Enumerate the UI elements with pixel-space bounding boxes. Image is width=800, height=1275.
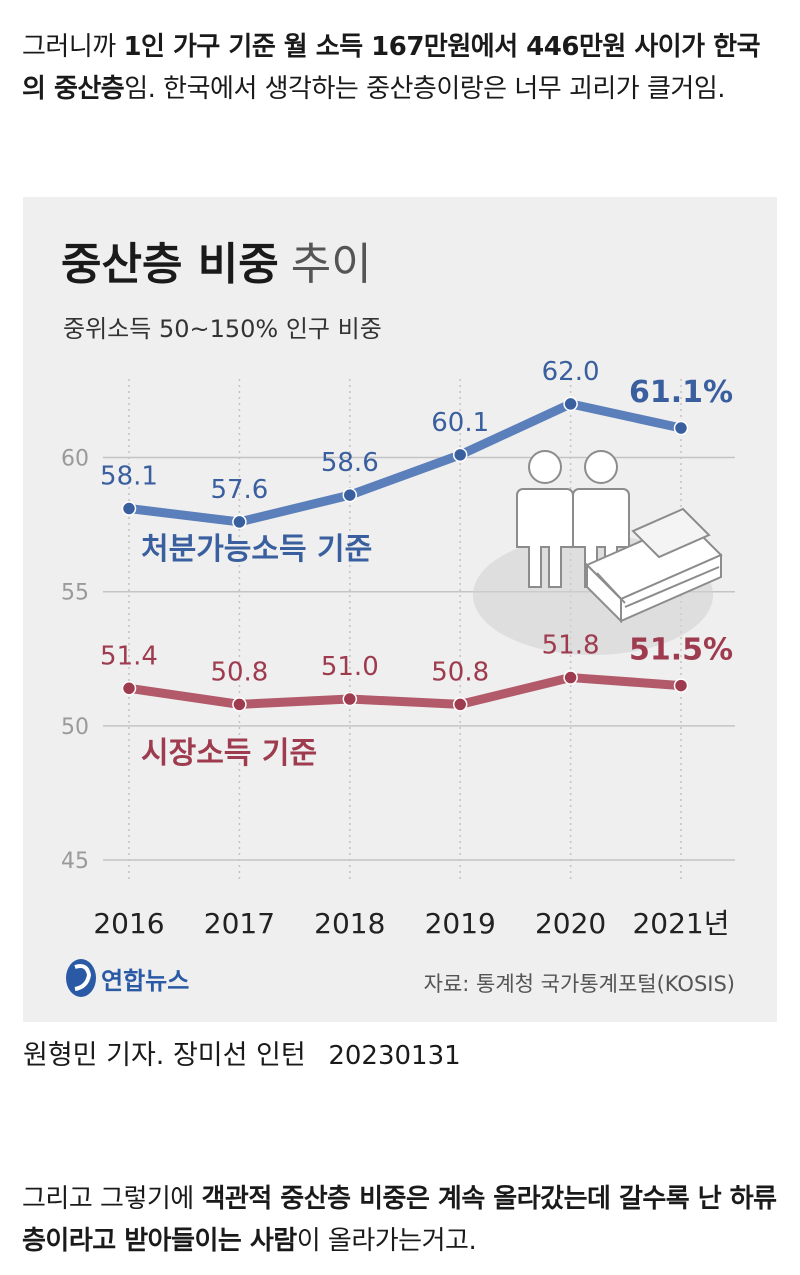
series-name-label: 시장소득 기준: [141, 736, 317, 771]
yonhap-logo: 연합뉴스: [66, 959, 189, 997]
data-point: [342, 487, 358, 503]
data-point: [452, 697, 468, 712]
series-line: [124, 399, 686, 527]
x-tick-label: 2017: [204, 907, 275, 940]
data-label: 50.8: [210, 657, 268, 687]
data-point: [232, 514, 247, 530]
data-point: [563, 670, 578, 685]
x-axis-ticks: 2016 2017 2018 2019 2020 2021년: [93, 907, 729, 940]
series-layer: 58.1 57.6 58.6 60.1 62.0 61.1% 처분가능소득 기준 51.4 50…: [100, 357, 733, 771]
data-point: [673, 420, 689, 436]
chart-card: 중산층 비중 추이 중위소득 50~150% 인구 비중 45 50 55 60 201…: [23, 197, 777, 1022]
data-point: [232, 697, 247, 712]
source-text: 자료: 통계청 국가통계포털(KOSIS): [424, 972, 735, 996]
x-tick-label: 2020: [535, 907, 606, 940]
data-label: 62.0: [542, 357, 600, 387]
data-label: 61.1%: [629, 375, 733, 410]
series-line: [124, 673, 686, 709]
outro-segment: 이 올라가는거고.: [296, 1226, 477, 1256]
intro-segment: 1인 가구 기준 월 소득 167만원에서 446만원 사이가 한국의 중산층: [22, 32, 760, 104]
data-label: 60.1: [431, 408, 489, 438]
data-label: 58.1: [100, 462, 158, 492]
data-point: [121, 681, 137, 696]
data-label: 58.6: [321, 448, 379, 478]
chart-subtitle: 중위소득 50~150% 인구 비중: [63, 315, 382, 343]
data-point: [121, 501, 137, 516]
person-figure: [516, 450, 574, 588]
x-tick-label: 2021년: [632, 907, 729, 940]
yonhap-logo-text: 연합뉴스: [101, 967, 189, 995]
reporter-credit: 원형민 기자. 장미선 인턴 20230131: [23, 1033, 461, 1072]
y-axis-ticks: 45 50 55 60: [61, 447, 89, 874]
x-tick-label: 2016: [93, 907, 164, 940]
outro-segment: 객관적 중산층 비중은 계속 올라갔는데 갈수록 난 하류층이라고 받아들이는 …: [22, 1184, 777, 1256]
reporter-names: 원형민 기자. 장미선 인턴: [23, 1040, 306, 1071]
intro-segment: 그러니까: [22, 32, 124, 62]
intro-segment: 임. 한국에서 생각하는 중산층이랑은 너무 괴리가 클거임.: [124, 74, 726, 104]
data-label: 51.4: [100, 641, 158, 671]
y-tick-label: 45: [61, 849, 89, 874]
data-label: 51.5%: [629, 633, 733, 668]
y-tick-label: 55: [61, 581, 89, 606]
data-point: [563, 396, 578, 412]
data-point: [342, 691, 358, 707]
x-tick-label: 2019: [425, 907, 496, 940]
publish-date: 20230131: [328, 1041, 461, 1071]
series-name-label: 처분가능소득 기준: [141, 532, 372, 567]
post-outro-text: 그리고 그렇기에 객관적 중산층 비중은 계속 올라갔는데 갈수록 난 하류층이…: [22, 1178, 782, 1262]
data-label: 57.6: [210, 475, 268, 505]
y-tick-label: 50: [61, 715, 89, 740]
post-intro-text: 그러니까 1인 가구 기준 월 소득 167만원에서 446만원 사이가 한국의…: [22, 26, 782, 110]
chart-title: 중산층 비중 추이: [61, 239, 372, 290]
people-money-illustration: [473, 450, 723, 655]
cash-stack: [585, 507, 723, 624]
data-label: 51.8: [542, 631, 600, 661]
y-tick-label: 60: [61, 447, 89, 472]
series-0: 58.1 57.6 58.6 60.1 62.0 61.1% 처분가능소득 기준: [100, 357, 733, 567]
data-label: 51.0: [321, 652, 379, 682]
data-point: [452, 447, 468, 463]
outro-segment: 그리고 그렇기에: [22, 1184, 202, 1214]
middle-class-share-chart: 중산층 비중 추이 중위소득 50~150% 인구 비중 45 50 55 60 201…: [61, 239, 735, 997]
x-tick-label: 2018: [314, 907, 385, 940]
data-label: 50.8: [431, 657, 489, 687]
chart-title-suffix: 추이: [291, 239, 372, 290]
series-1: 51.4 50.8 51.0 50.8 51.8 51.5% 시장소득 기준: [100, 631, 733, 771]
data-point: [673, 678, 689, 693]
